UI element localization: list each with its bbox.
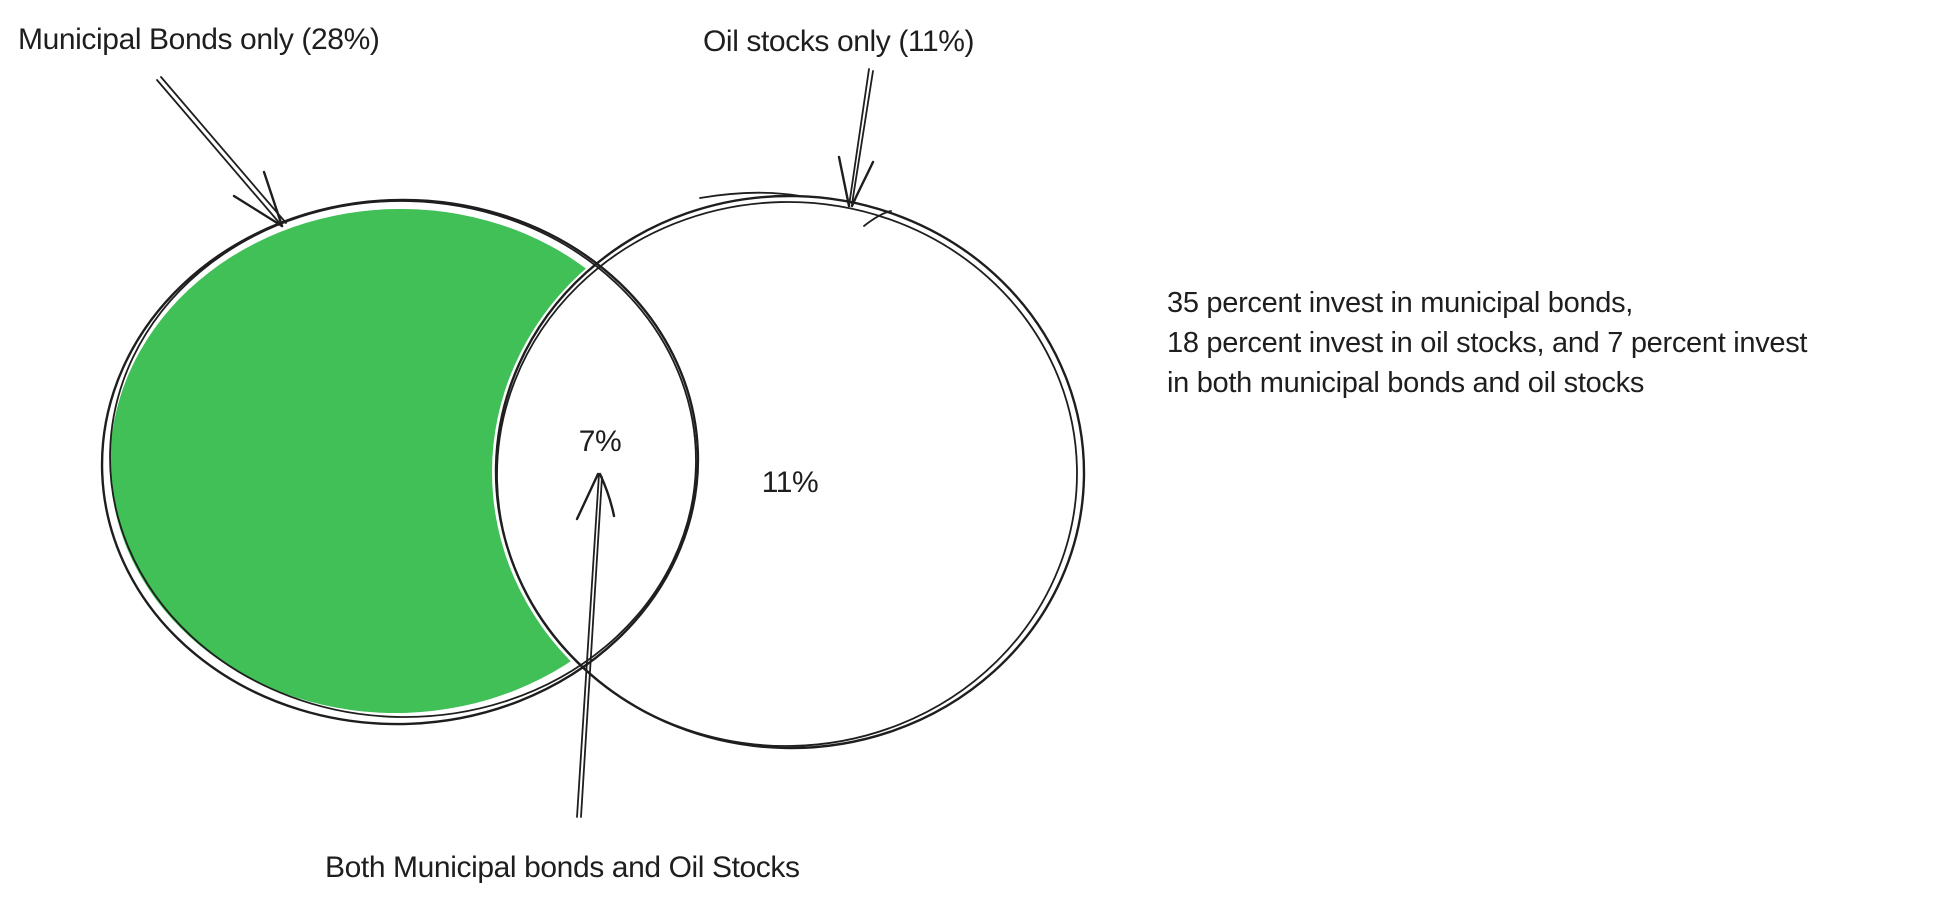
- oil-only-value: 11%: [761, 466, 819, 499]
- intersection-value: 7%: [578, 425, 622, 458]
- municipal-circle-outline: [109, 200, 697, 718]
- both-label: Both Municipal bonds and Oil Stocks: [325, 851, 800, 884]
- note-line: in both municipal bonds and oil stocks: [1167, 367, 1645, 399]
- sketch-stroke: [699, 191, 801, 199]
- note-line: 18 percent invest in oil stocks, and 7 p…: [1167, 327, 1808, 359]
- municipal-only-label: Municipal Bonds only (28%): [18, 23, 380, 56]
- both-arrow: [575, 472, 616, 818]
- sketch-stroke: [863, 210, 892, 227]
- note-text: 35 percent invest in municipal bonds, 18…: [1167, 283, 1807, 403]
- note-line: 35 percent invest in municipal bonds,: [1167, 287, 1634, 319]
- oil-only-label: Oil stocks only (11%): [703, 25, 975, 58]
- municipal-circle-outline: [100, 198, 700, 726]
- oil-circle-outline: [496, 201, 1078, 747]
- oil-arrow: [837, 68, 875, 208]
- municipal-arrow: [156, 76, 287, 228]
